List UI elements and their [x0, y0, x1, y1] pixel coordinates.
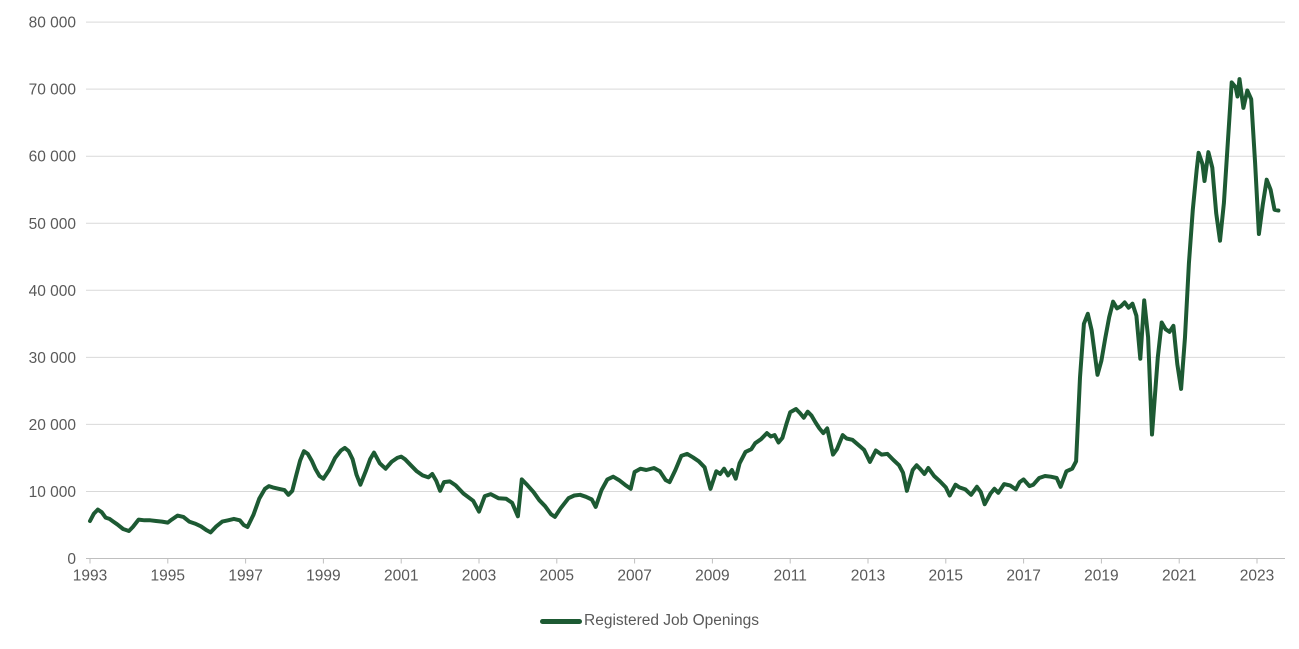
x-tick-label: 2023: [1240, 568, 1274, 585]
y-tick-label: 80 000: [29, 15, 77, 32]
y-tick-label: 40 000: [29, 283, 77, 300]
legend-label: Registered Job Openings: [584, 612, 759, 630]
legend-line-swatch: [540, 618, 583, 624]
x-tick-label: 2001: [384, 568, 418, 585]
x-tick-label: 2005: [540, 568, 574, 585]
y-tick-label: 0: [67, 551, 76, 568]
y-tick-label: 10 000: [29, 484, 77, 501]
x-tick-label: 2011: [774, 568, 807, 585]
y-tick-label: 70 000: [29, 82, 77, 99]
y-tick-label: 60 000: [29, 149, 77, 166]
x-tick-label: 2019: [1084, 568, 1118, 585]
x-tick-label: 2021: [1162, 568, 1196, 585]
x-tick-label: 1997: [228, 568, 262, 585]
y-tick-label: 30 000: [29, 350, 77, 367]
legend: Registered Job Openings: [0, 609, 1299, 633]
x-tick-label: 2009: [695, 568, 729, 585]
x-tick-label: 1999: [306, 568, 340, 585]
x-tick-label: 2007: [617, 568, 651, 585]
x-tick-label: 2003: [462, 568, 496, 585]
series-line-registered-job-openings: [88, 77, 1281, 535]
y-tick-label: 50 000: [29, 216, 77, 233]
x-tick-label: 1995: [151, 568, 185, 585]
x-tick-label: 2015: [929, 568, 963, 585]
x-tick-label: 2013: [851, 568, 885, 585]
x-tick-label: 1993: [73, 568, 107, 585]
y-tick-label: 20 000: [29, 417, 77, 434]
x-tick-label: 2017: [1006, 568, 1040, 585]
